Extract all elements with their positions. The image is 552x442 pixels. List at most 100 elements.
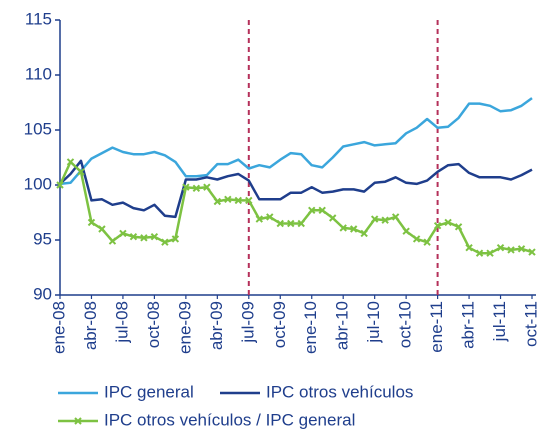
marker-stroke: [56, 181, 64, 189]
point-marker: [255, 215, 263, 223]
point-marker: [161, 238, 169, 246]
marker-stroke: [98, 225, 106, 233]
x-tick-label: jul-08: [112, 301, 131, 344]
marker-stroke: [329, 214, 337, 222]
point-marker: [381, 216, 389, 224]
marker-stroke: [517, 245, 526, 253]
point-marker: [412, 235, 421, 243]
marker-stroke: [108, 237, 117, 245]
marker-stroke: [486, 249, 494, 257]
marker-stroke: [77, 168, 85, 176]
point-marker: [423, 238, 431, 246]
x-tick-label: abr-09: [207, 301, 226, 350]
point-marker: [150, 232, 159, 241]
point-marker: [517, 245, 526, 253]
series-line: [58, 160, 533, 255]
marker-stroke: [129, 232, 138, 241]
point-marker: [308, 206, 316, 215]
x-tick-label: jul-10: [364, 301, 383, 344]
marker-stroke: [150, 232, 159, 241]
marker-stroke: [349, 225, 358, 233]
marker-stroke: [213, 197, 222, 206]
x-tick-label: ene-08: [49, 301, 68, 354]
point-marker: [182, 183, 190, 191]
marker-stroke: [192, 184, 201, 193]
point-marker: [433, 221, 442, 230]
marker-stroke: [475, 249, 484, 257]
y-tick-label: 90: [33, 284, 52, 303]
marker-stroke: [308, 206, 316, 215]
y-tick-label: 105: [24, 119, 52, 138]
series-line: [59, 159, 533, 219]
point-marker: [77, 168, 85, 176]
marker-stroke: [433, 221, 442, 230]
point-marker: [234, 196, 243, 205]
marker-stroke: [276, 219, 284, 228]
point-marker: [339, 224, 347, 232]
point-marker: [66, 158, 75, 166]
marker-stroke: [66, 158, 75, 166]
x-tick-label: oct-09: [270, 301, 289, 348]
point-marker: [402, 227, 410, 235]
marker-stroke: [266, 213, 274, 221]
legend-label: IPC otros vehículos / IPC general: [104, 410, 355, 429]
marker-stroke: [423, 238, 431, 246]
x-tick-label: ene-09: [175, 301, 194, 354]
marker-stroke: [224, 195, 232, 204]
marker-stroke: [402, 227, 410, 235]
marker-stroke: [255, 215, 263, 223]
x-tick-label: oct-08: [144, 301, 163, 348]
marker-stroke: [234, 196, 243, 205]
marker-stroke: [87, 218, 96, 227]
point-marker: [486, 249, 494, 257]
point-marker: [360, 229, 368, 238]
marker-stroke: [297, 219, 305, 228]
y-tick-label: 115: [25, 9, 52, 28]
marker-stroke: [74, 417, 82, 425]
point-marker: [224, 195, 232, 204]
point-marker: [370, 215, 379, 223]
point-marker: [213, 197, 222, 206]
point-marker: [266, 213, 274, 221]
y-tick-label: 100: [24, 174, 52, 193]
point-marker: [56, 181, 64, 189]
point-marker: [74, 417, 82, 425]
x-tick-label: oct-10: [396, 301, 415, 348]
point-marker: [496, 243, 505, 252]
marker-stroke: [119, 229, 127, 238]
point-marker: [465, 243, 473, 252]
marker-stroke: [454, 223, 463, 231]
marker-stroke: [318, 206, 326, 215]
point-marker: [349, 225, 358, 233]
marker-stroke: [465, 243, 473, 252]
marker-stroke: [245, 196, 253, 205]
point-marker: [171, 235, 180, 243]
marker-stroke: [507, 246, 515, 254]
point-marker: [528, 248, 536, 256]
marker-stroke: [182, 183, 190, 191]
point-marker: [87, 218, 96, 227]
marker-stroke: [339, 224, 347, 232]
point-marker: [507, 246, 515, 254]
point-marker: [475, 249, 484, 257]
point-marker: [444, 218, 452, 227]
marker-stroke: [381, 216, 389, 224]
legend-label: IPC otros vehículos: [266, 382, 413, 401]
point-marker: [203, 183, 211, 191]
point-marker: [192, 184, 201, 193]
marker-stroke: [140, 234, 148, 242]
marker-stroke: [528, 248, 536, 256]
point-marker: [391, 213, 400, 221]
marker-stroke: [370, 215, 379, 223]
marker-stroke: [444, 218, 452, 227]
x-tick-label: abr-08: [81, 301, 100, 350]
point-marker: [276, 219, 284, 228]
point-marker: [140, 234, 148, 242]
marker-stroke: [391, 213, 400, 221]
point-marker: [98, 225, 106, 233]
marker-stroke: [287, 219, 295, 228]
series-line: [59, 97, 533, 186]
marker-stroke: [412, 235, 421, 243]
point-marker: [454, 223, 463, 231]
